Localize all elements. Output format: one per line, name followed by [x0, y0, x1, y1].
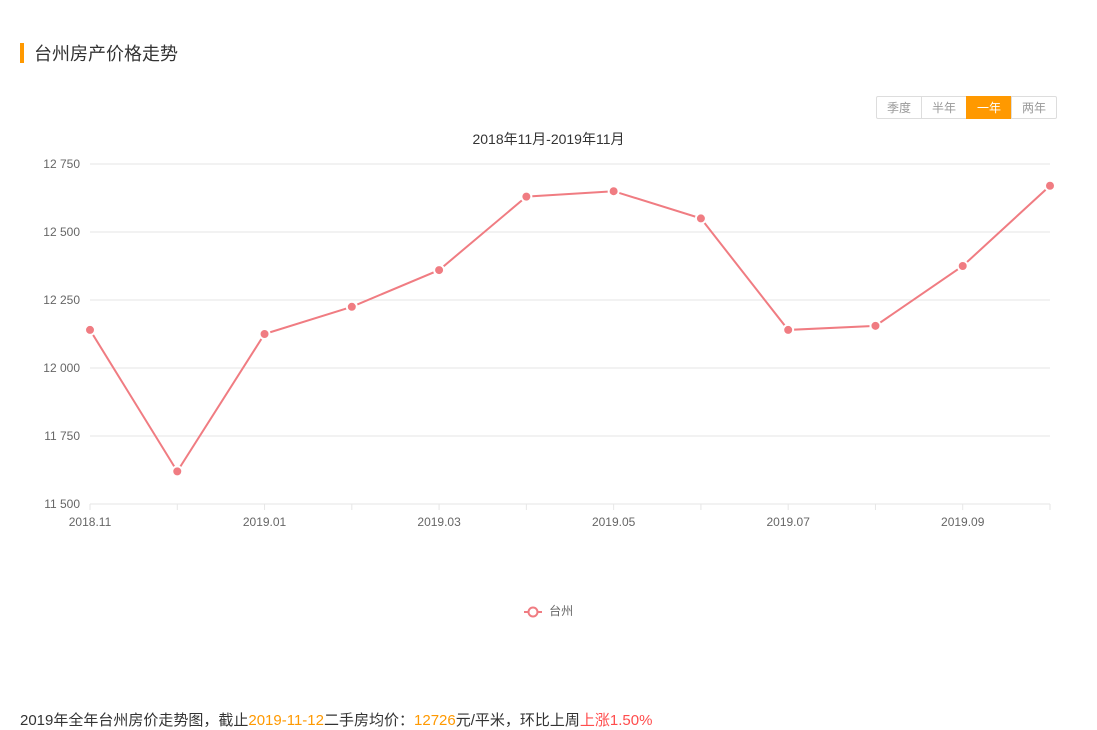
svg-text:2019.01: 2019.01 [243, 515, 287, 529]
chart-legend: 台州 [20, 602, 1077, 619]
svg-text:2019.07: 2019.07 [766, 515, 810, 529]
svg-text:2019.09: 2019.09 [941, 515, 985, 529]
summary-mid: 二手房均价： [324, 712, 414, 729]
legend-marker-icon [524, 611, 542, 613]
page-title: 台州房产价格走势 [34, 40, 178, 66]
summary-comma: ，环比上周 [505, 712, 580, 729]
svg-text:2019.05: 2019.05 [592, 515, 636, 529]
price-trend-chart: 11 500 11 750 12 000 12 250 12 500 12 750 2018… [20, 154, 1077, 594]
svg-text:2018.11: 2018.11 [69, 515, 112, 529]
title-accent-bar [20, 43, 24, 63]
page-title-row: 台州房产价格走势 [20, 40, 1077, 66]
svg-text:12 000: 12 000 [43, 361, 80, 375]
summary-price: 12726 [414, 712, 456, 729]
summary-prefix: 2019年全年台州房价走势图，截止 [20, 712, 248, 729]
range-tab-year[interactable]: 一年 [966, 96, 1012, 119]
range-tab-2year[interactable]: 两年 [1011, 96, 1057, 119]
summary-unit: 元/平米 [456, 712, 505, 729]
range-tab-halfyear[interactable]: 半年 [921, 96, 967, 119]
svg-text:12 250: 12 250 [43, 293, 80, 307]
svg-text:12 750: 12 750 [43, 157, 80, 171]
chart-subtitle: 2018年11月-2019年11月 [20, 129, 1077, 149]
range-tabs: 季度 半年 一年 两年 [20, 96, 1077, 119]
svg-text:12 500: 12 500 [43, 225, 80, 239]
svg-text:2019.03: 2019.03 [417, 515, 461, 529]
legend-label: 台州 [549, 604, 573, 618]
range-tab-quarter[interactable]: 季度 [876, 96, 922, 119]
summary-change: 上涨1.50% [580, 712, 653, 729]
svg-text:11 500: 11 500 [44, 497, 80, 511]
svg-text:11 750: 11 750 [44, 429, 80, 443]
summary-date: 2019-11-12 [248, 712, 324, 729]
